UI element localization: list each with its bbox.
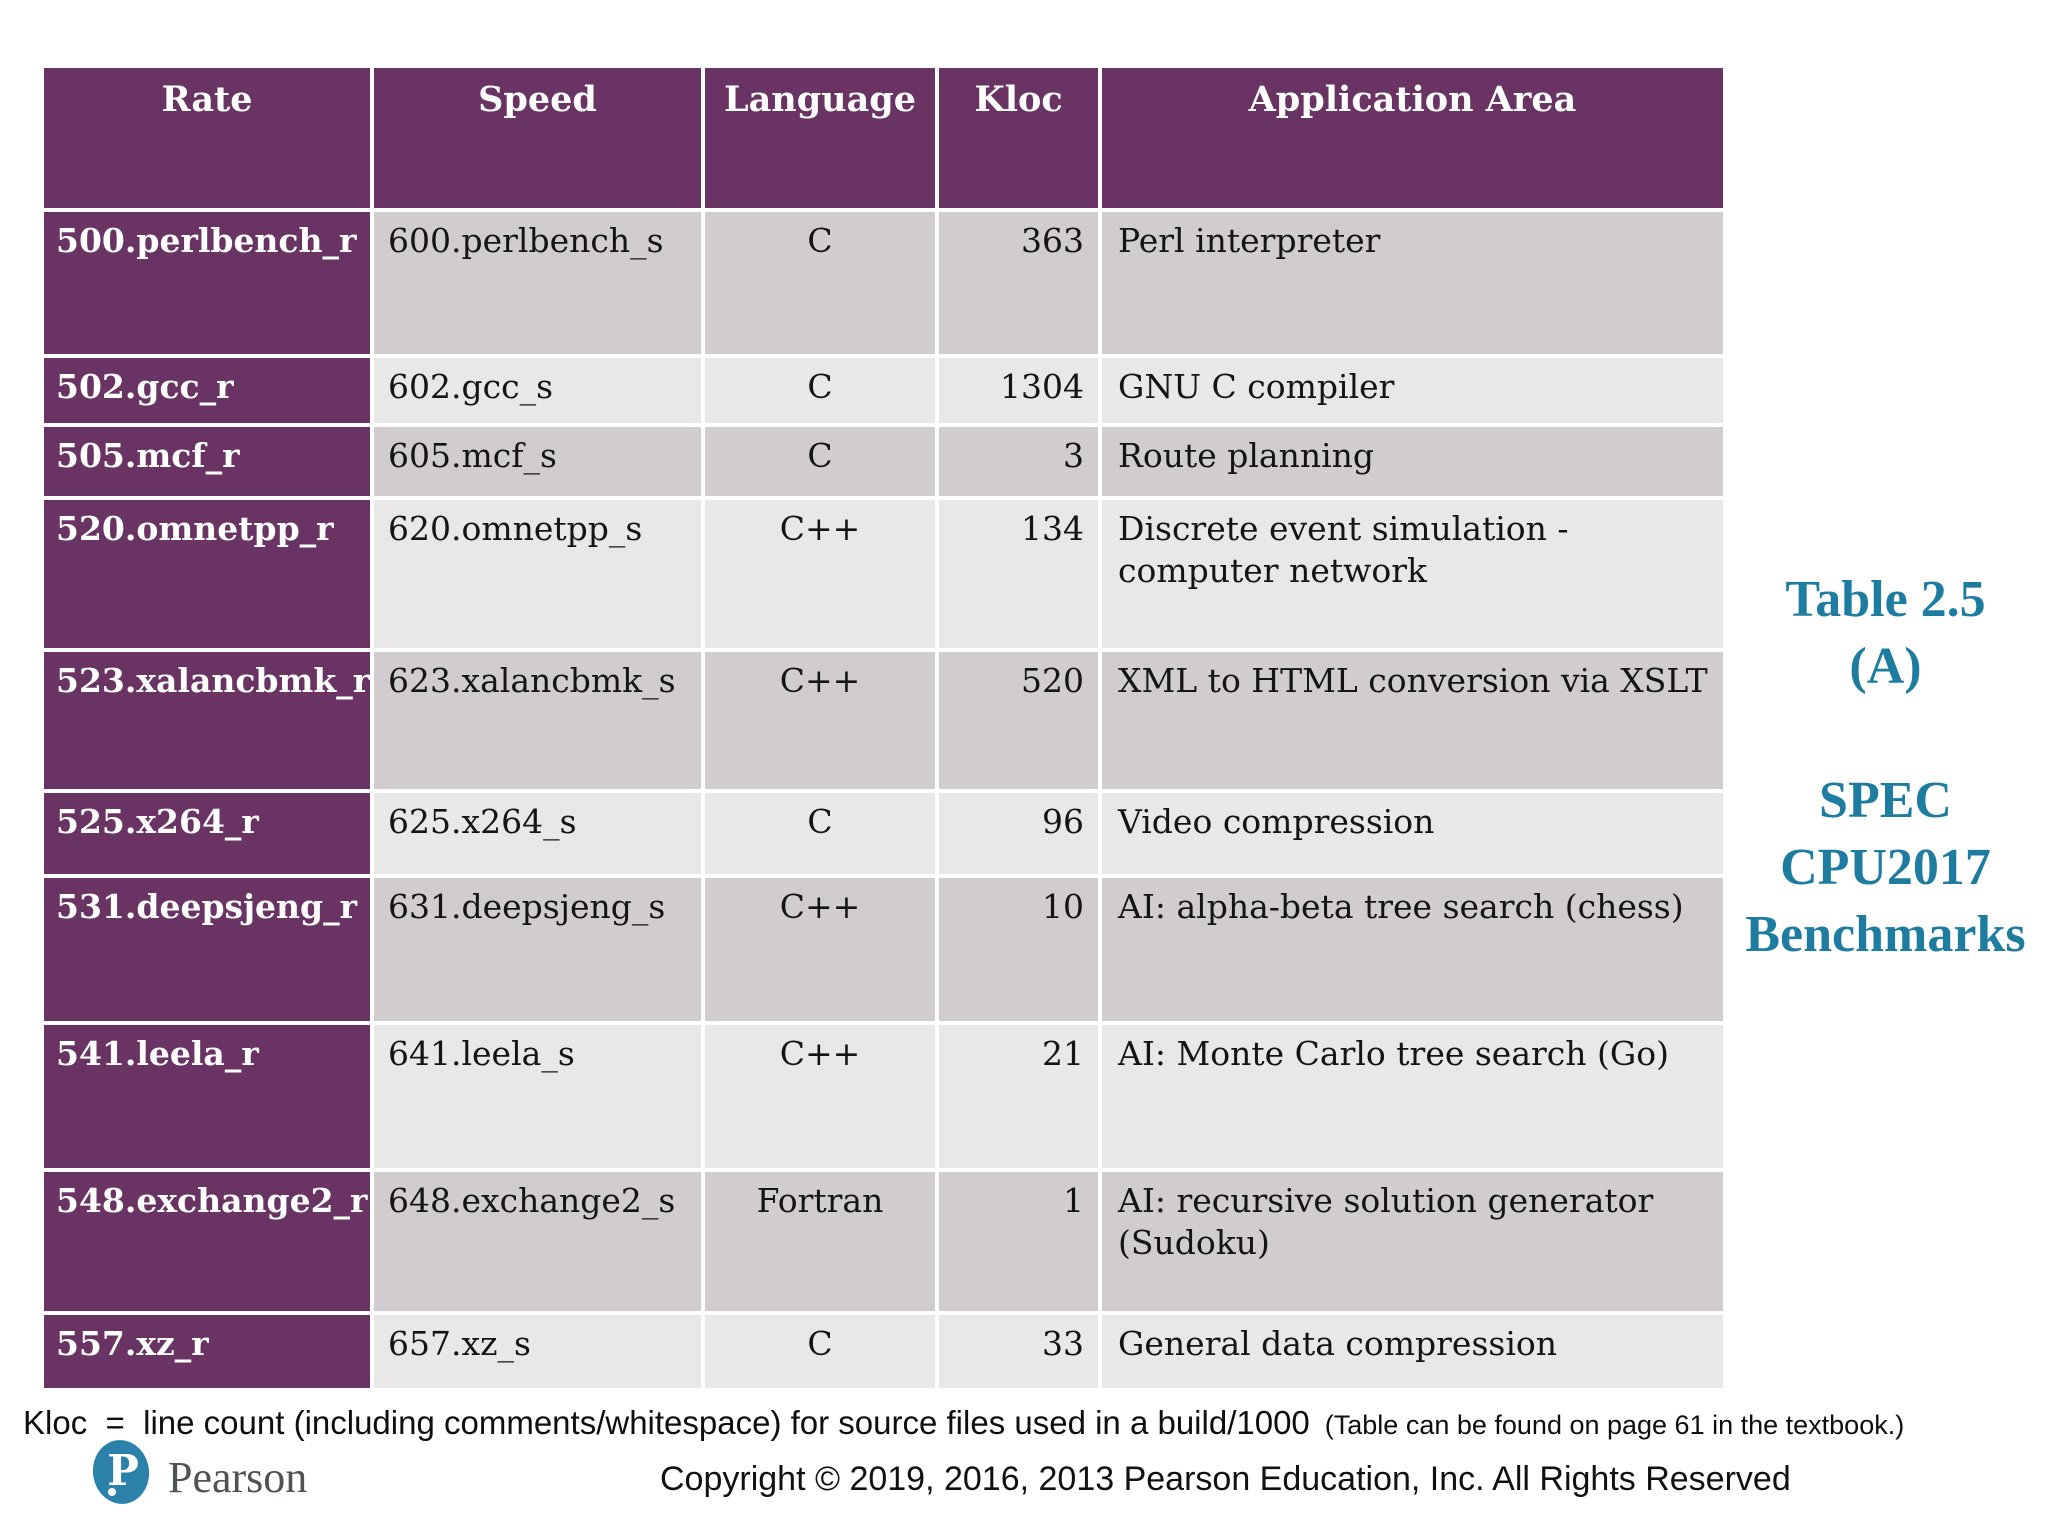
table-cell-kloc: 1304 xyxy=(939,358,1098,423)
table-cell-area: AI: alpha-beta tree search (chess) xyxy=(1102,878,1723,1021)
table-cell-language: C++ xyxy=(705,500,935,648)
kloc-footnote-text: Kloc = line count (including comments/wh… xyxy=(23,1404,1310,1441)
table-caption-line xyxy=(1723,700,2048,767)
column-header-kloc: Kloc xyxy=(939,68,1098,208)
table-caption-line: Benchmarks xyxy=(1745,906,2026,963)
table-cell-kloc: 33 xyxy=(939,1315,1098,1388)
table-caption-line: (A) xyxy=(1849,638,1922,695)
table-cell-speed: 657.xz_s xyxy=(374,1315,701,1388)
table-cell-language: C++ xyxy=(705,652,935,789)
spec-benchmark-table: Rate Speed Language Kloc Application Area 500… xyxy=(44,68,1723,1388)
table-cell-rate: 541.leela_r xyxy=(44,1025,370,1168)
table-cell-language: Fortran xyxy=(705,1172,935,1311)
table-cell-speed: 600.perlbench_s xyxy=(374,212,701,354)
table-cell-kloc: 520 xyxy=(939,652,1098,789)
pearson-monogram: P xyxy=(107,1446,139,1495)
column-header-language: Language xyxy=(705,68,935,208)
table-cell-speed: 648.exchange2_s xyxy=(374,1172,701,1311)
table-cell-area: GNU C compiler xyxy=(1102,358,1723,423)
table-cell-kloc: 134 xyxy=(939,500,1098,648)
column-header-speed: Speed xyxy=(374,68,701,208)
table-cell-kloc: 3 xyxy=(939,427,1098,496)
table-cell-kloc: 96 xyxy=(939,793,1098,874)
kloc-footnote: Kloc = line count (including comments/wh… xyxy=(23,1404,1904,1442)
table-cell-rate: 525.x264_r xyxy=(44,793,370,874)
table-cell-language: C++ xyxy=(705,1025,935,1168)
column-header-rate: Rate xyxy=(44,68,370,208)
table-cell-rate: 523.xalancbmk_r xyxy=(44,652,370,789)
table-caption-line: CPU2017 xyxy=(1780,839,1991,896)
pearson-logo-icon: P xyxy=(90,1438,152,1512)
table-cell-language: C xyxy=(705,358,935,423)
table-cell-speed: 620.omnetpp_s xyxy=(374,500,701,648)
table-cell-kloc: 21 xyxy=(939,1025,1098,1168)
kloc-footnote-page-ref: (Table can be found on page 61 in the te… xyxy=(1309,1410,1905,1440)
table-cell-area: Route planning xyxy=(1102,427,1723,496)
table-caption-line: Table 2.5 xyxy=(1785,571,1986,628)
table-cell-kloc: 363 xyxy=(939,212,1098,354)
table-cell-area: Discrete event simulation - computer net… xyxy=(1102,500,1723,648)
table-cell-speed: 605.mcf_s xyxy=(374,427,701,496)
table-cell-speed: 641.leela_s xyxy=(374,1025,701,1168)
table-cell-speed: 625.x264_s xyxy=(374,793,701,874)
table-cell-area: General data compression xyxy=(1102,1315,1723,1388)
table-cell-language: C xyxy=(705,212,935,354)
table-cell-area: AI: recursive solution generator (Sudoku… xyxy=(1102,1172,1723,1311)
table-cell-speed: 623.xalancbmk_s xyxy=(374,652,701,789)
table-cell-rate: 505.mcf_r xyxy=(44,427,370,496)
table-cell-speed: 631.deepsjeng_s xyxy=(374,878,701,1021)
pearson-wordmark: Pearson xyxy=(168,1453,308,1502)
table-cell-language: C xyxy=(705,427,935,496)
copyright-line: Copyright © 2019, 2016, 2013 Pearson Edu… xyxy=(660,1460,1791,1498)
table-cell-area: Perl interpreter xyxy=(1102,212,1723,354)
table-cell-area: AI: Monte Carlo tree search (Go) xyxy=(1102,1025,1723,1168)
table-cell-rate: 548.exchange2_r xyxy=(44,1172,370,1311)
table-cell-language: C xyxy=(705,793,935,874)
table-cell-language: C++ xyxy=(705,878,935,1021)
table-cell-rate: 502.gcc_r xyxy=(44,358,370,423)
table-cell-kloc: 10 xyxy=(939,878,1098,1021)
table-cell-rate: 531.deepsjeng_r xyxy=(44,878,370,1021)
column-header-application-area: Application Area xyxy=(1102,68,1723,208)
table-cell-rate: 500.perlbench_r xyxy=(44,212,370,354)
table-caption: Table 2.5 (A) SPEC CPU2017 Benchmarks xyxy=(1723,566,2048,968)
table-cell-rate: 520.omnetpp_r xyxy=(44,500,370,648)
table-cell-speed: 602.gcc_s xyxy=(374,358,701,423)
table-cell-area: Video compression xyxy=(1102,793,1723,874)
table-cell-rate: 557.xz_r xyxy=(44,1315,370,1388)
table-cell-area: XML to HTML conversion via XSLT xyxy=(1102,652,1723,789)
table-cell-kloc: 1 xyxy=(939,1172,1098,1311)
table-cell-language: C xyxy=(705,1315,935,1388)
table-caption-line: SPEC xyxy=(1819,772,1952,829)
